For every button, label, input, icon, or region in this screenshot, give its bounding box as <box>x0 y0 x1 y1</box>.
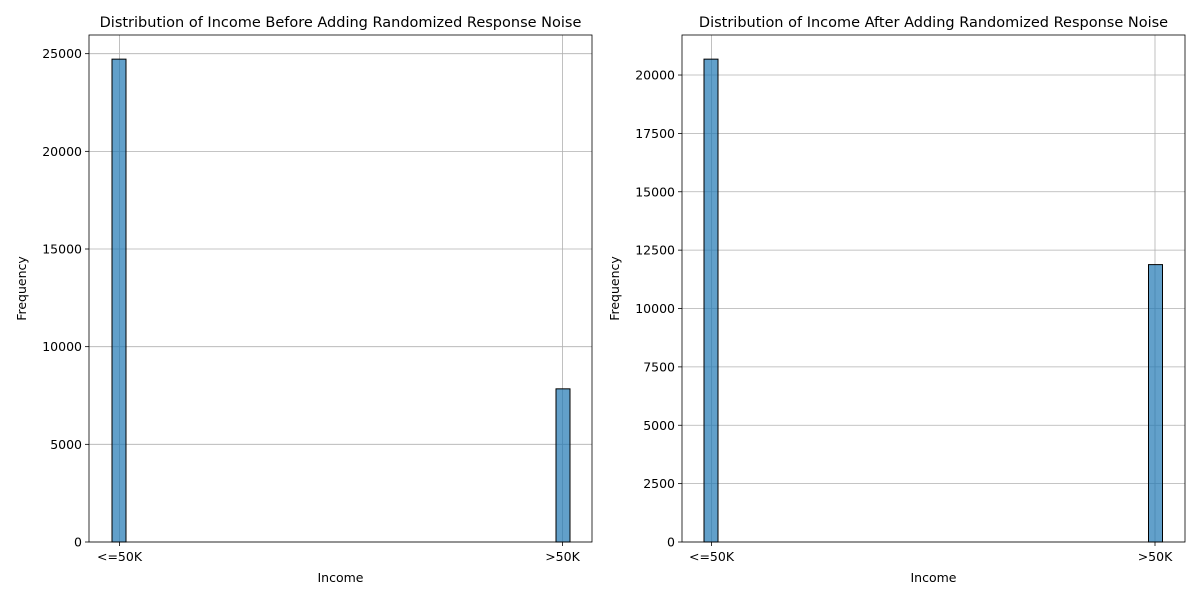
x-tick-label: <=50K <box>97 549 143 564</box>
y-tick-label: 15000 <box>42 242 82 257</box>
x-tick-label: <=50K <box>689 549 735 564</box>
x-tick-label: >50K <box>1138 549 1173 564</box>
bar-le-50k <box>703 58 719 543</box>
y-tick-label: 10000 <box>635 301 675 316</box>
y-tick-label: 7500 <box>643 359 675 374</box>
subplot-2: 0 2500 5000 7500 10000 12500 15000 17500 20000 <=… <box>607 15 1186 585</box>
subplot-1: 0 5000 10000 15000 20000 25000 <=50K >50K Distri… <box>14 15 593 585</box>
chart-title: Distribution of Income After Adding Rand… <box>699 15 1168 31</box>
chart-title: Distribution of Income Before Adding Ran… <box>100 15 582 31</box>
y-tick-label: 5000 <box>643 418 675 433</box>
y-tick-label: 17500 <box>635 126 675 141</box>
x-tick-label: >50K <box>545 549 580 564</box>
bar-gt-50k <box>1148 264 1163 543</box>
y-tick-label: 25000 <box>42 46 82 61</box>
y-tick-label: 10000 <box>42 339 82 354</box>
y-tick-label: 5000 <box>50 437 82 452</box>
x-axis-label: Income <box>911 570 957 585</box>
bar-gt-50k <box>555 388 571 543</box>
x-axis-label: Income <box>318 570 364 585</box>
bar-le-50k <box>111 58 127 543</box>
y-tick-label: 0 <box>667 535 675 550</box>
y-tick-label: 2500 <box>643 476 675 491</box>
y-axis-label: Frequency <box>607 256 622 321</box>
y-tick-label: 20000 <box>42 144 82 159</box>
y-tick-label: 0 <box>74 535 82 550</box>
axes-frame <box>681 34 1186 543</box>
y-tick-label: 15000 <box>635 184 675 199</box>
axes-frame <box>88 34 593 543</box>
y-tick-label: 20000 <box>635 68 675 83</box>
y-tick-label: 12500 <box>635 243 675 258</box>
y-axis-label: Frequency <box>14 256 29 321</box>
